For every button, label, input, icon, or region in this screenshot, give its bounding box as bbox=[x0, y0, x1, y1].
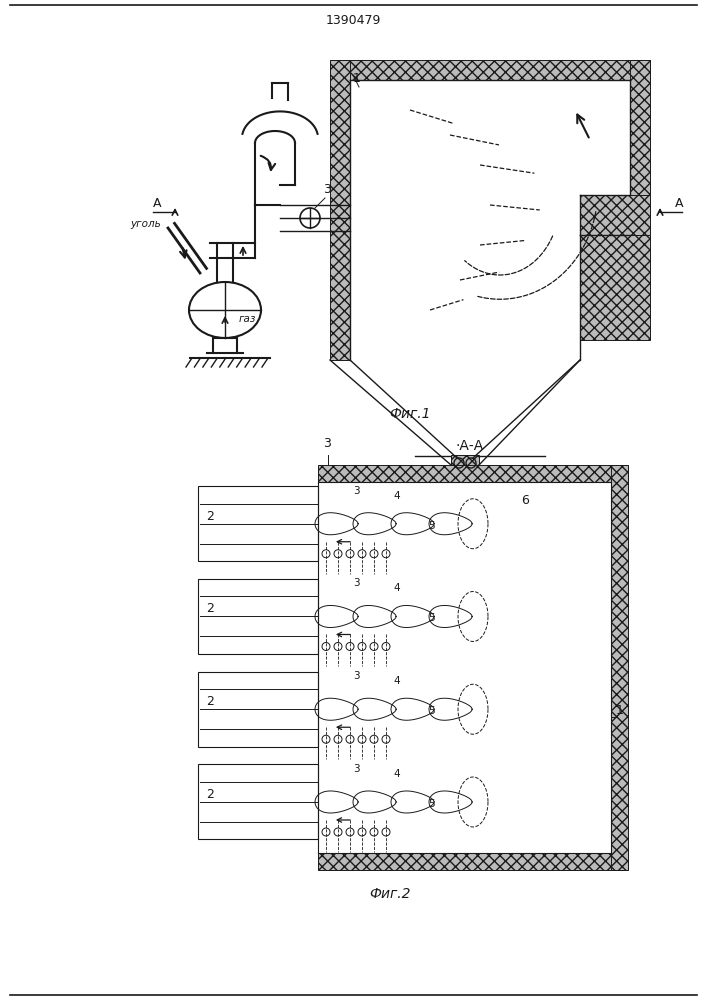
Text: 2: 2 bbox=[206, 788, 214, 801]
Bar bbox=[198, 672, 318, 747]
Text: 3: 3 bbox=[353, 671, 360, 681]
Text: газ: газ bbox=[239, 314, 257, 324]
Text: 5: 5 bbox=[428, 613, 435, 623]
Bar bbox=[611, 465, 628, 870]
Text: 3: 3 bbox=[323, 183, 331, 196]
Bar bbox=[330, 60, 350, 360]
Bar bbox=[451, 455, 479, 469]
Text: 5: 5 bbox=[428, 706, 435, 716]
Text: 4: 4 bbox=[393, 491, 399, 501]
Text: уголь: уголь bbox=[130, 219, 160, 229]
Text: 4: 4 bbox=[393, 769, 399, 779]
Text: А: А bbox=[675, 197, 684, 210]
Text: 3: 3 bbox=[353, 764, 360, 774]
Bar bbox=[580, 235, 650, 340]
Text: А: А bbox=[153, 197, 161, 210]
Bar bbox=[630, 60, 650, 195]
Text: Фиг.1: Фиг.1 bbox=[390, 407, 431, 421]
Text: 5: 5 bbox=[428, 521, 435, 531]
Text: 3: 3 bbox=[353, 578, 360, 588]
Text: 2: 2 bbox=[206, 695, 214, 708]
Text: 4: 4 bbox=[393, 583, 399, 593]
Text: 3: 3 bbox=[353, 486, 360, 496]
Text: 1390479: 1390479 bbox=[325, 13, 380, 26]
Text: 6: 6 bbox=[521, 494, 529, 507]
Bar bbox=[318, 465, 628, 482]
Text: ·А-А: ·А-А bbox=[456, 439, 484, 453]
Bar bbox=[330, 60, 650, 80]
Bar bbox=[580, 195, 650, 235]
Bar bbox=[198, 764, 318, 839]
Text: 5: 5 bbox=[428, 799, 435, 809]
Text: 1: 1 bbox=[353, 72, 361, 85]
Bar bbox=[198, 579, 318, 654]
Text: 2: 2 bbox=[206, 602, 214, 615]
Bar bbox=[198, 486, 318, 561]
Text: 2: 2 bbox=[206, 510, 214, 523]
Text: 3: 3 bbox=[323, 437, 331, 450]
Text: Фиг.2: Фиг.2 bbox=[369, 887, 411, 901]
Text: 1: 1 bbox=[616, 704, 624, 717]
Text: 4: 4 bbox=[393, 676, 399, 686]
Bar bbox=[318, 853, 628, 870]
